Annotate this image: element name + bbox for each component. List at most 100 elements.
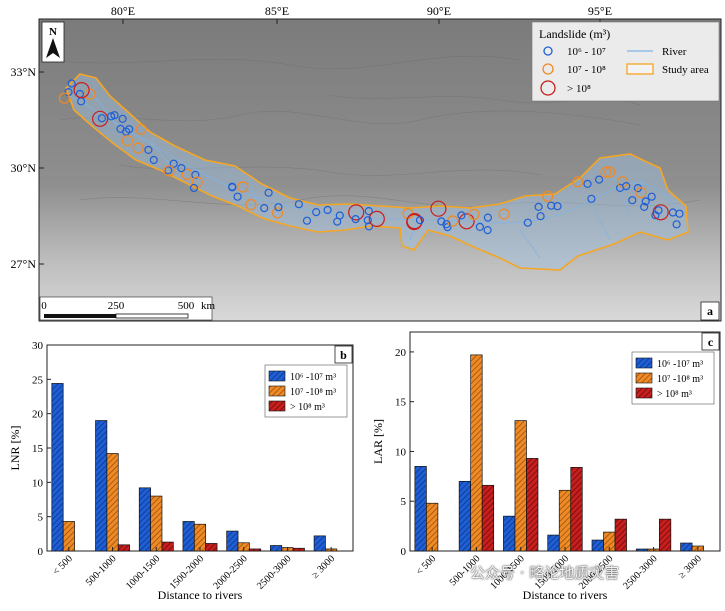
landslide-marker-orange xyxy=(135,123,147,135)
landslide-marker-blue xyxy=(177,164,186,173)
landslide-marker-blue xyxy=(294,200,303,209)
bar-orange-0 xyxy=(426,502,439,552)
bar-blue-3 xyxy=(182,521,195,552)
x-tick-label: 2500-3000 xyxy=(621,553,659,591)
landslide-marker-blue xyxy=(534,202,543,211)
legend-label-small: 10⁶ - 10⁷ xyxy=(567,46,606,58)
y-tick-label: 15 xyxy=(32,443,44,455)
landslide-marker-red xyxy=(368,210,385,227)
bar-blue-0 xyxy=(51,383,64,552)
x-tick-label: 2500-3000 xyxy=(255,553,293,591)
terrain-texture xyxy=(49,55,701,208)
bar-orange-2 xyxy=(150,495,163,552)
y-axis-label: LNR [%] xyxy=(8,426,22,471)
lon-label-90: 90°E xyxy=(427,4,451,18)
y-tick-label: 15 xyxy=(395,397,407,409)
legend-blue-circle-icon xyxy=(543,46,553,56)
bar-orange-0 xyxy=(62,521,75,552)
landslide-marker-blue xyxy=(483,213,492,222)
landslide-marker-blue xyxy=(191,170,200,179)
landslide-marker-blue xyxy=(264,188,273,197)
panel-letter-box xyxy=(701,332,720,351)
landslide-marker-orange xyxy=(245,199,257,211)
landslide-marker-blue xyxy=(364,222,374,231)
x-tick-label: < 500 xyxy=(51,553,75,577)
bar-blue-0 xyxy=(414,466,427,552)
legend-swatch-red xyxy=(635,387,653,399)
chart-lnr: 0 5 10 15 20 25 30 < 500 500-1000 1000-1500 1500-2… xyxy=(8,340,354,602)
bar-blue-2 xyxy=(503,515,516,552)
landslide-marker-blue xyxy=(640,202,649,211)
bar-blue-1 xyxy=(95,420,108,552)
landslide-marker-blue xyxy=(351,215,360,224)
landslide-marker-blue xyxy=(228,183,237,192)
bar-red-4 xyxy=(614,518,627,552)
landslide-marker-blue xyxy=(672,220,681,229)
landslide-marker-red xyxy=(73,81,90,99)
y-tick-label: 10 xyxy=(32,477,44,489)
landslide-marker-blue xyxy=(583,179,592,188)
landslide-marker-orange xyxy=(498,208,510,220)
bar-red-3 xyxy=(205,543,218,552)
legend-label-medium: 10⁷ - 10⁸ xyxy=(567,64,606,76)
north-arrow: N xyxy=(41,21,65,63)
y-axis-label: LAR [%] xyxy=(371,419,385,464)
landslide-marker-orange xyxy=(132,142,144,154)
x-tick-label: < 500 xyxy=(414,553,438,577)
y-tick-label: 5 xyxy=(401,496,407,508)
landslide-marker-blue xyxy=(260,204,269,213)
landslide-marker-red xyxy=(91,110,109,127)
landslide-marker-blue xyxy=(312,208,321,217)
landslide-marker-blue xyxy=(523,218,532,227)
legend-red-circle-icon xyxy=(540,80,556,96)
landslide-marker-orange xyxy=(58,92,71,104)
lon-label-80: 80°E xyxy=(111,4,135,18)
landslide-marker-blue xyxy=(622,182,631,191)
bar-red-1 xyxy=(117,544,130,552)
landslide-marker-red xyxy=(406,213,423,230)
x-tick-label: 2000-2500 xyxy=(211,553,249,591)
legend-swatch-blue xyxy=(635,357,653,369)
landslide-marker-orange xyxy=(600,166,612,178)
landslide-marker-blue xyxy=(116,124,125,133)
landslide-marker-blue xyxy=(274,203,283,212)
landslide-marker-orange xyxy=(572,176,584,188)
landslide-marker-blue xyxy=(333,217,342,226)
bar-orange-3 xyxy=(193,523,207,552)
x-axis-label: Distance to rivers xyxy=(523,588,608,602)
landslide-marker-blue xyxy=(475,222,484,231)
landslide-marker-orange xyxy=(237,181,249,193)
bar-blue-5 xyxy=(635,548,649,552)
landslide-marker-blue xyxy=(415,216,425,225)
landslide-marker-blue xyxy=(125,125,134,134)
legend-label-large: > 10⁸ xyxy=(567,83,591,95)
bar-blue-6 xyxy=(680,542,693,552)
y-tick-label: 10 xyxy=(395,446,407,458)
bar-blue-6 xyxy=(313,535,326,552)
bar-red-3 xyxy=(570,467,583,552)
landslide-marker-red xyxy=(430,200,447,217)
legend-entry: 10⁶ -10⁷ m³ xyxy=(290,372,336,383)
landslide-marker-orange xyxy=(468,208,480,220)
watermark: 公众号 · 略论地质灾害 xyxy=(470,564,620,582)
bar-orange-2 xyxy=(514,420,527,552)
landslide-marker-orange xyxy=(271,207,284,219)
landslide-marker-blue xyxy=(363,216,372,225)
landslide-marker-blue xyxy=(302,216,312,225)
landslide-marker-blue xyxy=(647,192,656,201)
map-legend-title: Landslide (m³) xyxy=(539,27,610,41)
lon-label-95: 95°E xyxy=(588,4,612,18)
bar-red-1 xyxy=(481,484,495,552)
legend-label-study-area: Study area xyxy=(662,64,709,76)
bar-blue-4 xyxy=(591,539,604,552)
landslide-marker-blue xyxy=(442,220,451,229)
panel-letter-box xyxy=(334,345,353,364)
map-legend: Landslide (m³) 10⁶ - 10⁷ 10⁷ - 10⁸ > 10⁸… xyxy=(531,21,720,102)
river-network xyxy=(69,89,681,259)
landslide-marker-orange xyxy=(542,190,554,202)
landslide-marker-blue xyxy=(547,201,556,210)
bar-red-2 xyxy=(161,541,174,552)
panel-letter: b xyxy=(340,348,347,362)
legend-label-river: River xyxy=(662,46,687,58)
